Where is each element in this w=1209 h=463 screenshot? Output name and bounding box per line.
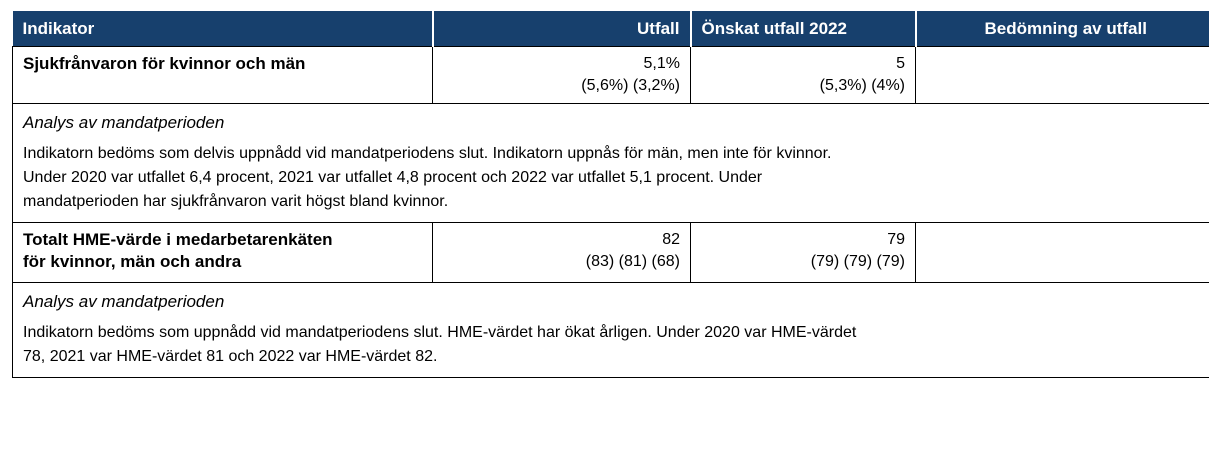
indicator-line: för kvinnor, män och andra <box>23 252 242 271</box>
analysis-text-row: Indikatorn bedöms som delvis uppnådd vid… <box>12 138 1209 223</box>
analysis-title-row: Analys av mandatperioden <box>12 282 1209 317</box>
column-header: Önskat utfall 2022 <box>690 11 917 47</box>
analysis-line: mandatperioden har sjukfrånvaron varit h… <box>23 193 449 210</box>
analysis-title: Analys av mandatperioden <box>12 103 1209 138</box>
analysis-text: Indikatorn bedöms som uppnådd vid mandat… <box>12 317 1209 378</box>
outcome-line: 82 <box>662 231 680 248</box>
analysis-line: 78, 2021 var HME-värdet 81 och 2022 var … <box>23 348 438 365</box>
column-header: Utfall <box>432 11 692 47</box>
outcome-line: 5,1% <box>643 55 680 72</box>
analysis-text: Indikatorn bedöms som delvis uppnådd vid… <box>12 138 1209 223</box>
indicator-line: Totalt HME-värde i medarbetarenkäten <box>23 230 333 249</box>
indicator-row: Totalt HME-värde i medarbetarenkäten för … <box>12 222 1209 283</box>
column-header: Indikator <box>12 11 434 47</box>
analysis-title-row: Analys av mandatperioden <box>12 103 1209 138</box>
target-line: 5 <box>896 55 905 72</box>
analysis-text-row: Indikatorn bedöms som uppnådd vid mandat… <box>12 317 1209 378</box>
analysis-line: Indikatorn bedöms som delvis uppnådd vid… <box>23 145 832 162</box>
outcome-cell: 5,1% (5,6%) (3,2%) <box>432 46 691 104</box>
outcome-line: (5,6%) (3,2%) <box>581 77 680 94</box>
target-cell: 5 (5,3%) (4%) <box>690 46 916 104</box>
header-row: Indikator Utfall Önskat utfall 2022 Bedö… <box>12 11 1209 47</box>
analysis-line: Indikatorn bedöms som uppnådd vid mandat… <box>23 324 857 341</box>
analysis-line: Under 2020 var utfallet 6,4 procent, 202… <box>23 169 763 186</box>
assessment-cell <box>915 222 1209 283</box>
column-header: Bedömning av utfall <box>915 11 1209 47</box>
assessment-cell <box>915 46 1209 104</box>
target-line: (79) (79) (79) <box>810 253 905 270</box>
indicator-cell: Sjukfrånvaron för kvinnor och män <box>12 46 433 104</box>
indicator-cell: Totalt HME-värde i medarbetarenkäten för … <box>12 222 433 283</box>
target-line: (5,3%) (4%) <box>819 77 905 94</box>
analysis-title: Analys av mandatperioden <box>12 282 1209 317</box>
indicator-table: Indikator Utfall Önskat utfall 2022 Bedö… <box>12 11 1209 378</box>
table-body: Sjukfrånvaron för kvinnor och män 5,1% (5,… <box>12 46 1209 378</box>
target-line: 79 <box>887 231 905 248</box>
target-cell: 79 (79) (79) (79) <box>690 222 916 283</box>
outcome-cell: 82 (83) (81) (68) <box>432 222 691 283</box>
outcome-line: (83) (81) (68) <box>585 253 680 270</box>
indicator-line: Sjukfrånvaron för kvinnor och män <box>23 54 306 73</box>
indicator-row: Sjukfrånvaron för kvinnor och män 5,1% (5,… <box>12 46 1209 104</box>
